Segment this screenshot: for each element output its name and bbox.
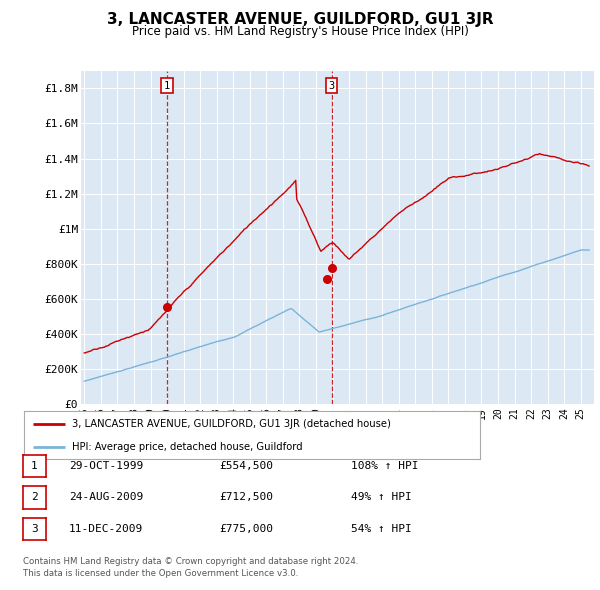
Text: 1: 1 xyxy=(164,81,170,91)
Text: 24-AUG-2009: 24-AUG-2009 xyxy=(69,493,143,502)
Text: 1: 1 xyxy=(31,461,38,471)
Text: HPI: Average price, detached house, Guildford: HPI: Average price, detached house, Guil… xyxy=(72,442,302,452)
Text: Contains HM Land Registry data © Crown copyright and database right 2024.: Contains HM Land Registry data © Crown c… xyxy=(23,557,358,566)
Text: 54% ↑ HPI: 54% ↑ HPI xyxy=(351,525,412,534)
Text: This data is licensed under the Open Government Licence v3.0.: This data is licensed under the Open Gov… xyxy=(23,569,298,578)
Text: 3, LANCASTER AVENUE, GUILDFORD, GU1 3JR: 3, LANCASTER AVENUE, GUILDFORD, GU1 3JR xyxy=(107,12,493,27)
Text: 29-OCT-1999: 29-OCT-1999 xyxy=(69,461,143,471)
Text: 49% ↑ HPI: 49% ↑ HPI xyxy=(351,493,412,502)
Text: 11-DEC-2009: 11-DEC-2009 xyxy=(69,525,143,534)
Text: £712,500: £712,500 xyxy=(219,493,273,502)
Text: 108% ↑ HPI: 108% ↑ HPI xyxy=(351,461,419,471)
Text: 2: 2 xyxy=(31,493,38,502)
Text: Price paid vs. HM Land Registry's House Price Index (HPI): Price paid vs. HM Land Registry's House … xyxy=(131,25,469,38)
Text: 3: 3 xyxy=(31,525,38,534)
Text: 3: 3 xyxy=(329,81,335,91)
Text: 3, LANCASTER AVENUE, GUILDFORD, GU1 3JR (detached house): 3, LANCASTER AVENUE, GUILDFORD, GU1 3JR … xyxy=(72,419,391,429)
Text: £775,000: £775,000 xyxy=(219,525,273,534)
Text: £554,500: £554,500 xyxy=(219,461,273,471)
